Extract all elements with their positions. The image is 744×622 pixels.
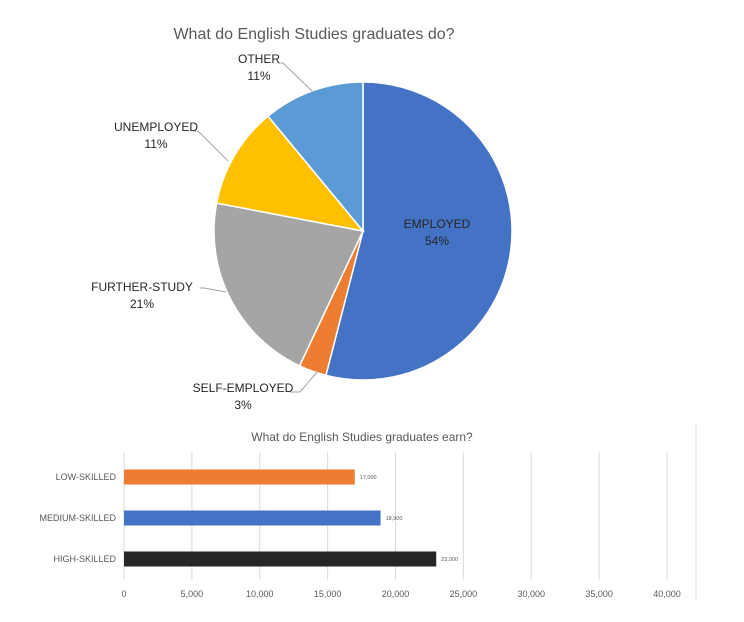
- bar-high-skilled: [124, 551, 437, 567]
- pie-percent-other: 11%: [247, 69, 270, 83]
- pie-slice-further-study: [213, 202, 365, 367]
- leader-line-further-study: [200, 287, 227, 293]
- pie-percent-self-employed: 3%: [234, 398, 252, 412]
- category-label-high-skilled: HIGH-SKILLED: [53, 554, 116, 564]
- category-label-low-skilled: LOW-SKILLED: [56, 472, 117, 482]
- pie-label-further-study: FURTHER-STUDY: [91, 280, 193, 294]
- pie-slice-employed: [325, 81, 513, 381]
- pie-chart-title: What do English Studies graduates do?: [173, 26, 454, 43]
- x-tick-label: 40,000: [653, 589, 681, 599]
- x-tick-label: 0: [121, 589, 126, 599]
- pie-label-employed: EMPLOYED: [404, 217, 471, 231]
- bar-value-label-low-skilled: 17,000: [360, 475, 377, 481]
- x-tick-label: 25,000: [450, 589, 478, 599]
- leader-line-self-employed: [290, 370, 319, 393]
- bar-value-label-high-skilled: 23,000: [441, 557, 458, 563]
- pie-chart: EMPLOYED 54% SELF-EMPLOYED 3% FURTHER-STUDY 2…: [91, 52, 513, 412]
- x-tick-label: 10,000: [246, 589, 274, 599]
- x-tick-label: 30,000: [517, 589, 545, 599]
- pie-slice-unemployed: [215, 115, 365, 233]
- pie-percent-unemployed: 11%: [144, 137, 167, 151]
- pie-label-other: OTHER: [238, 52, 280, 66]
- x-tick-label: 20,000: [382, 589, 410, 599]
- bar-value-label-medium-skilled: 18,900: [386, 516, 403, 522]
- bar-medium-skilled: [124, 510, 381, 526]
- pie-percent-further-study: 21%: [130, 297, 154, 311]
- bar-chart-title: What do English Studies graduates earn?: [251, 430, 473, 444]
- leader-line-other: [278, 62, 314, 93]
- x-tick-label: 35,000: [585, 589, 613, 599]
- pie-label-unemployed: UNEMPLOYED: [114, 120, 198, 134]
- bar-chart: 0 5,000 10,000 15,000 20,000 25,000 30,000 35,0…: [39, 425, 697, 600]
- pie-label-self-employed: SELF-EMPLOYED: [193, 381, 294, 395]
- x-tick-label: 5,000: [181, 589, 204, 599]
- x-tick-label: 15,000: [314, 589, 342, 599]
- category-label-medium-skilled: MEDIUM-SKILLED: [39, 513, 116, 523]
- leader-line-unemployed: [193, 130, 229, 162]
- bar-low-skilled: [124, 469, 355, 485]
- pie-percent-employed: 54%: [425, 234, 449, 248]
